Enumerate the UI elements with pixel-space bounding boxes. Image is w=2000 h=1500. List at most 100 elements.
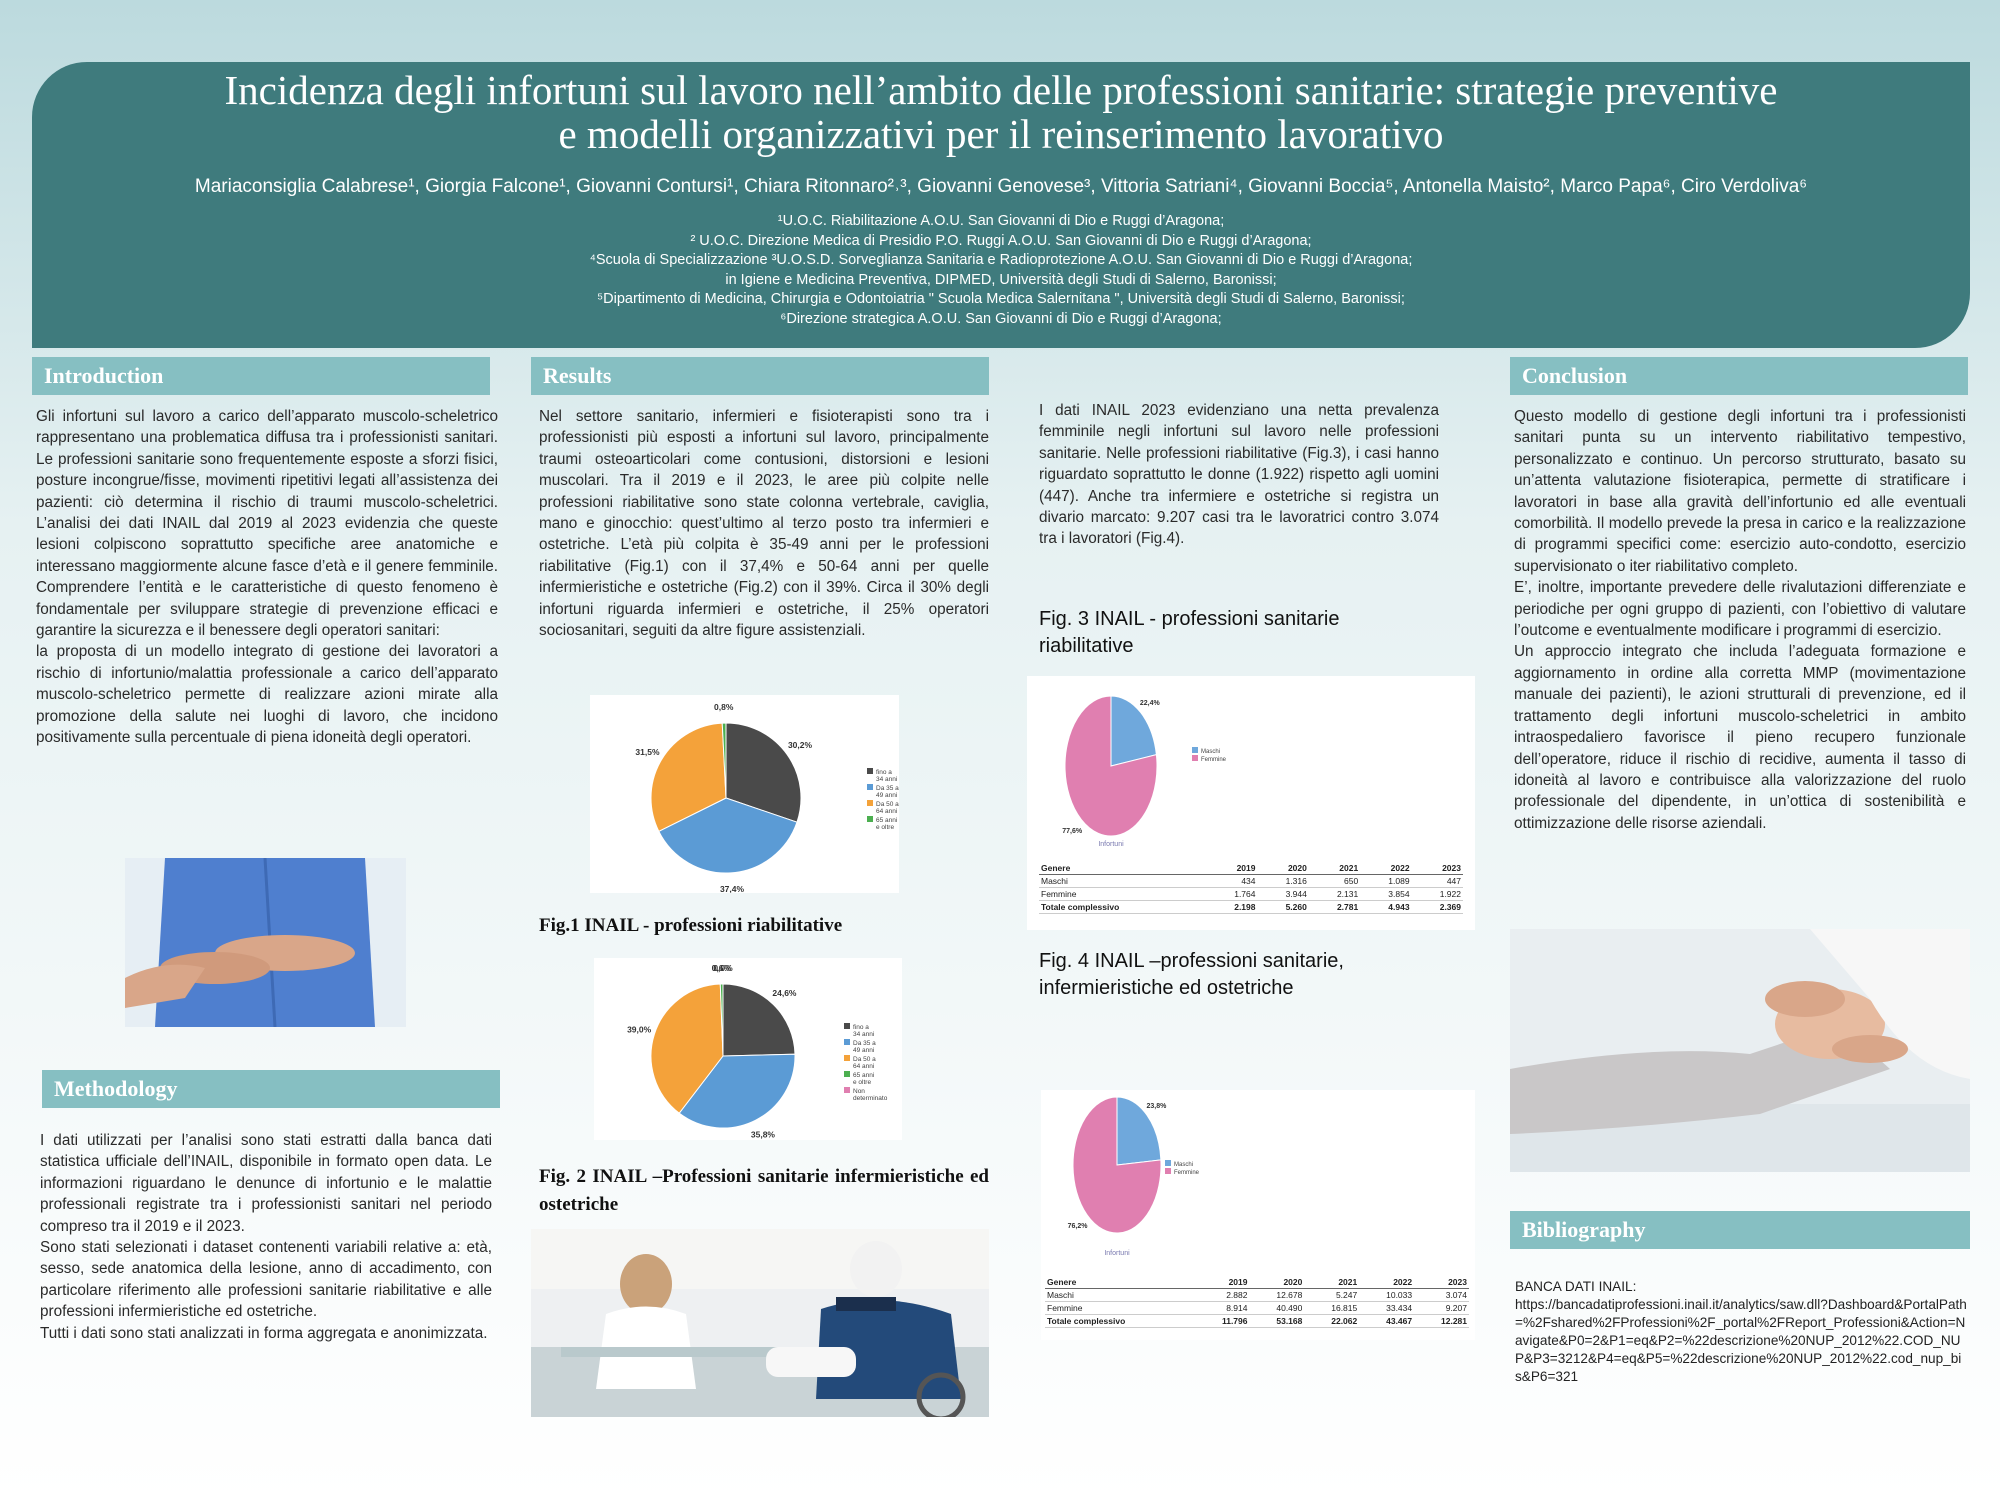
chart-xlabel: Infortuni xyxy=(1098,841,1124,848)
conclusion-paragraph: Questo modello di gestione degli infortu… xyxy=(1514,408,1966,575)
results-gender-text: I dati INAIL 2023 evidenziano una netta … xyxy=(1039,402,1439,548)
affiliation: ⁵Dipartimento di Medicina, Chirurgia e O… xyxy=(597,291,1405,307)
bibliography-link[interactable]: https://bancadatiprofessioni.inail.it/an… xyxy=(1515,1297,1967,1384)
conclusion-paragraph: E’, inoltre, importante prevedere delle … xyxy=(1514,579,1966,640)
table-cell: 3.944 xyxy=(1257,887,1309,901)
introduction-paragraph: Gli infortuni sul lavoro a carico dell’a… xyxy=(36,408,498,640)
pie-label: 35,8% xyxy=(751,1129,776,1139)
table-cell: 447 xyxy=(1411,874,1463,888)
legend-label: Maschi xyxy=(1174,1162,1193,1168)
legend-swatch xyxy=(844,1055,850,1061)
table-cell: 53.168 xyxy=(1249,1314,1305,1328)
fig3-caption: Fig. 3 INAIL - professioni sanitarie ria… xyxy=(1039,608,1340,657)
knee-physiotherapy-photo xyxy=(1510,929,1970,1172)
pie-slice xyxy=(658,797,798,874)
affiliation: ² U.O.C. Direzione Medica di Presidio P.… xyxy=(690,232,1312,249)
title-line-2: e modelli organizzativi per il reinserim… xyxy=(558,111,1444,157)
table-header-cell: 2023 xyxy=(1411,862,1463,875)
table-cell: 3.854 xyxy=(1360,887,1412,901)
legend-swatch xyxy=(867,784,873,790)
legend-label: Da 35 a xyxy=(876,785,899,792)
chart-xlabel: Infortuni xyxy=(1104,1250,1130,1257)
table-cell: Femmine xyxy=(1039,887,1207,901)
affiliations: ¹U.O.C. Riabilitazione A.O.U. San Giovan… xyxy=(32,212,1970,329)
table-row: Totale complessivo 2.198 5.260 2.781 4.943 2.… xyxy=(1039,900,1463,914)
legend-swatch xyxy=(1165,1168,1171,1174)
legend-label: 65 anni xyxy=(876,817,897,824)
pie-slice xyxy=(722,983,796,1057)
table-cell: 2.882 xyxy=(1195,1288,1250,1302)
table-cell: 12.678 xyxy=(1249,1288,1305,1302)
affiliation: ⁶Direzione strategica A.O.U. San Giovann… xyxy=(780,310,1222,327)
fig3-table: Genere 2019 2020 2021 2022 2023 Maschi 434 1.316… xyxy=(1039,862,1463,914)
pie-label: 0,6% xyxy=(712,963,732,973)
pie-slice xyxy=(1110,695,1157,767)
legend-swatch xyxy=(867,800,873,806)
legend-swatch xyxy=(844,1087,850,1093)
table-header-cell: Genere xyxy=(1039,862,1207,875)
table-header-cell: Genere xyxy=(1045,1276,1196,1289)
methodology-text: I dati utilizzati per l’analisi sono sta… xyxy=(40,1130,492,1344)
table-header-cell: 2021 xyxy=(1304,1276,1360,1289)
title-banner: Incidenza degli infortuni sul lavoro nel… xyxy=(32,62,1970,348)
legend-label: Maschi xyxy=(1201,749,1220,755)
legend-swatch xyxy=(867,768,873,774)
table-cell: 2.781 xyxy=(1308,900,1361,914)
conclusion-paragraph: Un approccio integrato che includa l’ade… xyxy=(1514,643,1966,832)
back-pain-photo xyxy=(125,858,406,1027)
legend-label: 65 anni xyxy=(853,1072,874,1079)
table-header-cell: 2022 xyxy=(1360,862,1412,875)
table-header-cell: 2021 xyxy=(1308,862,1361,875)
bibliography-label: BANCA DATI INAIL: xyxy=(1515,1279,1637,1294)
table-header-row: Genere 2019 2020 2021 2022 2023 xyxy=(1039,862,1463,875)
results-heading: Results xyxy=(531,357,989,395)
table-cell: 2.131 xyxy=(1308,887,1361,901)
affiliation: in Igiene e Medicina Preventiva, DIPMED,… xyxy=(725,271,1277,288)
fig1-caption: Fig.1 INAIL - professioni riabilitative xyxy=(539,915,843,936)
title-line-1: Incidenza degli infortuni sul lavoro nel… xyxy=(224,67,1778,113)
table-cell: 16.815 xyxy=(1304,1301,1360,1315)
table-cell: 10.033 xyxy=(1359,1288,1415,1302)
table-header-cell: 2019 xyxy=(1195,1276,1250,1289)
pie-slice xyxy=(1072,1096,1162,1234)
table-header-cell: 2023 xyxy=(1414,1276,1469,1289)
legend-swatch xyxy=(867,816,873,822)
table-cell: Totale complessivo xyxy=(1045,1314,1196,1328)
pie-label: 37,4% xyxy=(720,884,745,893)
pie-label: 23,8% xyxy=(1147,1103,1168,1110)
table-cell: 1.764 xyxy=(1206,887,1258,901)
table-cell: 11.796 xyxy=(1195,1314,1250,1328)
pie-slice xyxy=(721,722,727,799)
legend-label: 34 anni xyxy=(876,776,897,783)
table-cell: 43.467 xyxy=(1359,1314,1415,1328)
table-cell: 2.198 xyxy=(1206,900,1258,914)
table-cell: 434 xyxy=(1206,874,1258,888)
legend-label: Non xyxy=(853,1088,865,1095)
table-header-row: Genere 2019 2020 2021 2022 2023 xyxy=(1045,1276,1469,1289)
legend-label: 64 anni xyxy=(853,1063,874,1070)
legend-label: 34 anni xyxy=(853,1031,874,1038)
fig4-caption: Fig. 4 INAIL –professioni sanitarie, inf… xyxy=(1039,950,1344,999)
table-row: Femmine 1.764 3.944 2.131 3.854 1.922 xyxy=(1039,887,1463,901)
pie-label: 30,2% xyxy=(788,740,813,750)
conclusion-heading: Conclusion xyxy=(1510,357,1968,395)
legend-label: Da 50 a xyxy=(853,1056,876,1063)
bibliography-heading: Bibliography xyxy=(1510,1211,1970,1249)
table-row: Maschi 434 1.316 650 1.089 447 xyxy=(1039,874,1463,888)
legend-swatch xyxy=(844,1023,850,1029)
conclusion-text: Questo modello di gestione degli infortu… xyxy=(1514,406,1966,834)
legend-label: Da 35 a xyxy=(853,1040,876,1047)
pie-slice xyxy=(678,1053,796,1129)
table-row: Totale complessivo 11.796 53.168 22.062 43.4… xyxy=(1045,1314,1469,1328)
authors: Mariaconsiglia Calabrese¹, Giorgia Falco… xyxy=(194,176,1808,197)
pie-label: 24,6% xyxy=(772,988,797,998)
pie-label: 77,6% xyxy=(1062,828,1083,835)
methodology-paragraph: Sono stati selezionati i dataset contene… xyxy=(40,1239,492,1321)
introduction-text: Gli infortuni sul lavoro a carico dell’a… xyxy=(36,406,498,749)
legend-swatch xyxy=(1165,1160,1171,1166)
pie-slice xyxy=(725,722,802,823)
table-header-cell: 2020 xyxy=(1249,1276,1305,1289)
methodology-paragraph: I dati utilizzati per l’analisi sono sta… xyxy=(40,1132,492,1235)
pie-slice xyxy=(650,983,724,1114)
